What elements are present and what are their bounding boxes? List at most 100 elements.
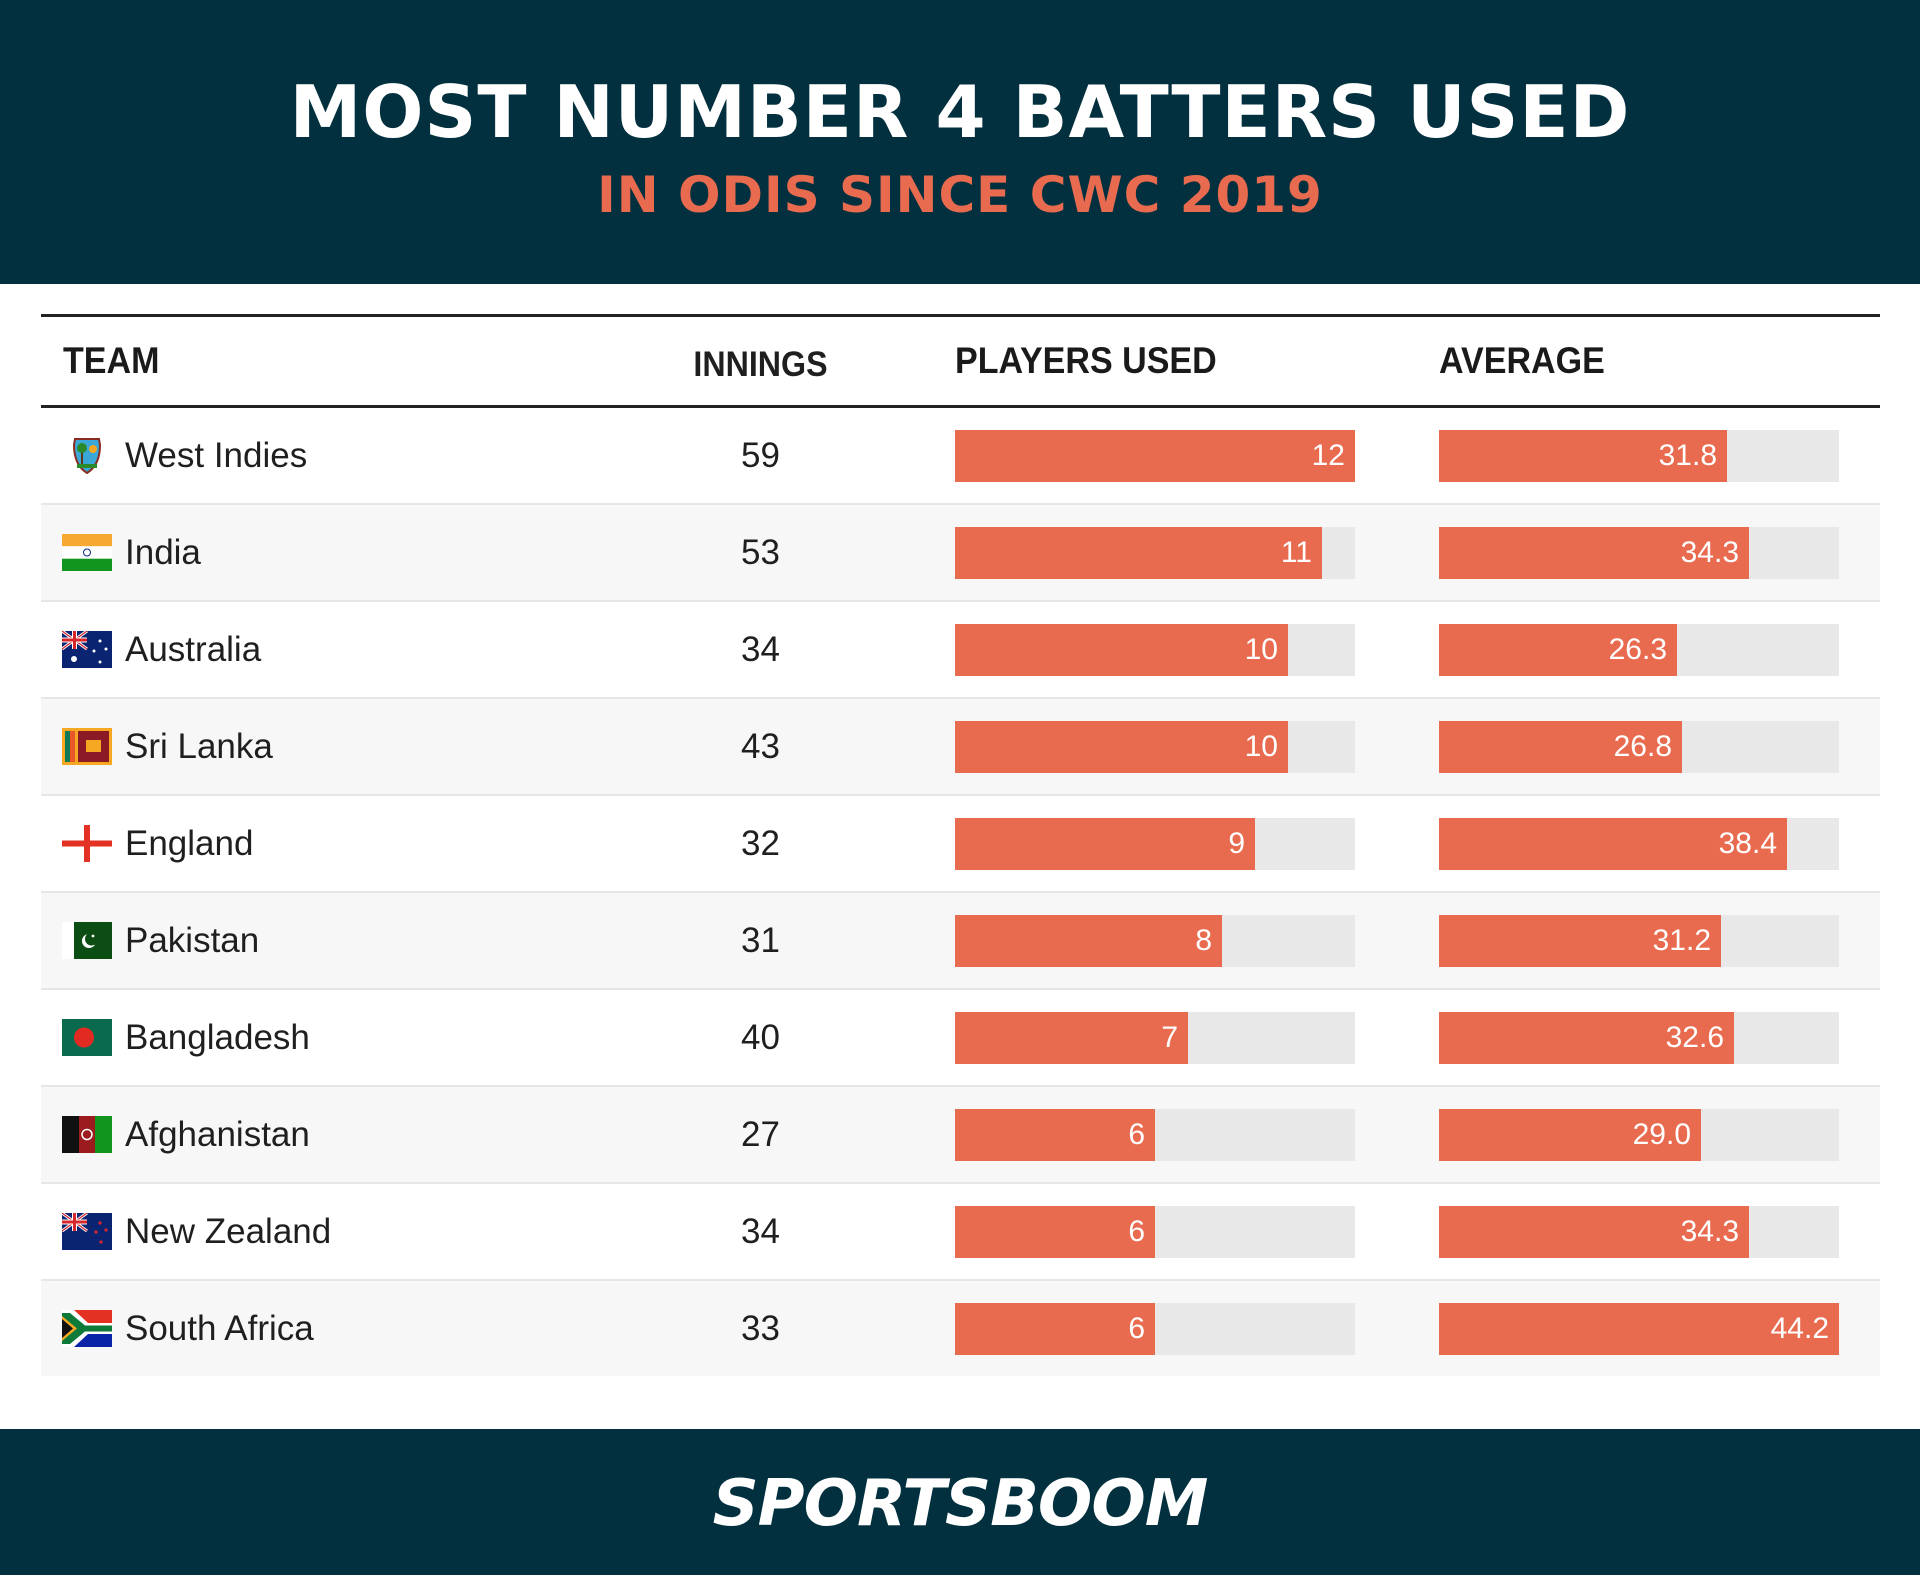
average-value: 31.8 xyxy=(1658,439,1717,472)
average-bar-track: 34.3 xyxy=(1439,527,1839,579)
bangladesh-flag-icon xyxy=(62,1019,112,1056)
average-value: 44.2 xyxy=(1770,1312,1829,1345)
players-used-bar: 8 xyxy=(955,915,1222,967)
average-bar-track: 31.8 xyxy=(1439,430,1839,482)
table-row: India 53 11 34.3 xyxy=(41,505,1880,602)
players-used-bar-track: 12 xyxy=(955,430,1355,482)
average-bar: 34.3 xyxy=(1439,527,1749,579)
team-name-bangladesh: Bangladesh xyxy=(125,1018,310,1057)
average-value: 31.2 xyxy=(1652,924,1711,957)
table-body: West Indies 59 12 31.8 India 53 11 34.3 Australi… xyxy=(41,408,1880,1376)
average-bar-track: 26.8 xyxy=(1439,721,1839,773)
players-used-value: 10 xyxy=(1244,633,1278,666)
average-value: 29.0 xyxy=(1632,1118,1691,1151)
table-row: Sri Lanka 43 10 26.8 xyxy=(41,699,1880,796)
new-zealand-flag-icon xyxy=(62,1213,112,1250)
average-bar: 31.8 xyxy=(1439,430,1727,482)
players-used-value: 6 xyxy=(1128,1215,1145,1248)
england-flag-icon xyxy=(62,825,112,862)
innings-value: 43 xyxy=(741,727,780,766)
players-used-bar: 11 xyxy=(955,527,1322,579)
pakistan-flag-icon xyxy=(62,922,112,959)
average-bar-track: 31.2 xyxy=(1439,915,1839,967)
table-row: England 32 9 38.4 xyxy=(41,796,1880,893)
average-bar: 31.2 xyxy=(1439,915,1721,967)
team-name-india: India xyxy=(125,533,201,572)
innings-value: 34 xyxy=(741,1212,780,1251)
players-used-value: 6 xyxy=(1128,1118,1145,1151)
south-africa-flag-icon xyxy=(62,1310,112,1347)
players-used-bar-track: 11 xyxy=(955,527,1355,579)
team-name-afghanistan: Afghanistan xyxy=(125,1115,310,1154)
page-subtitle: IN ODIS SINCE CWC 2019 xyxy=(597,166,1323,224)
average-value: 34.3 xyxy=(1680,536,1739,569)
team-name-south-africa: South Africa xyxy=(125,1309,314,1348)
average-bar-track: 38.4 xyxy=(1439,818,1839,870)
table-row: Bangladesh 40 7 32.6 xyxy=(41,990,1880,1087)
players-used-bar: 9 xyxy=(955,818,1255,870)
innings-value: 33 xyxy=(741,1309,780,1348)
average-bar: 26.8 xyxy=(1439,721,1682,773)
innings-value: 53 xyxy=(741,533,780,572)
average-value: 26.3 xyxy=(1608,633,1667,666)
column-header-innings: INNINGS xyxy=(693,345,828,384)
innings-value: 27 xyxy=(741,1115,780,1154)
column-header-players-used: PLAYERS USED xyxy=(955,340,1217,381)
column-header-average: AVERAGE xyxy=(1439,340,1605,381)
page-title: MOST NUMBER 4 BATTERS USED xyxy=(289,70,1631,154)
afghanistan-flag-icon xyxy=(62,1116,112,1153)
players-used-bar-track: 6 xyxy=(955,1109,1355,1161)
players-used-bar-track: 10 xyxy=(955,721,1355,773)
players-used-bar-track: 7 xyxy=(955,1012,1355,1064)
average-bar: 44.2 xyxy=(1439,1303,1839,1355)
innings-value: 34 xyxy=(741,630,780,669)
average-bar: 34.3 xyxy=(1439,1206,1749,1258)
players-used-bar: 10 xyxy=(955,721,1288,773)
average-bar: 29.0 xyxy=(1439,1109,1701,1161)
innings-value: 40 xyxy=(741,1018,780,1057)
average-value: 32.6 xyxy=(1665,1021,1724,1054)
players-used-value: 9 xyxy=(1228,827,1245,860)
table-row: Afghanistan 27 6 29.0 xyxy=(41,1087,1880,1184)
table-row: Pakistan 31 8 31.2 xyxy=(41,893,1880,990)
team-name-pakistan: Pakistan xyxy=(125,921,260,960)
team-name-new-zealand: New Zealand xyxy=(125,1212,332,1251)
players-used-bar: 6 xyxy=(955,1109,1155,1161)
players-used-bar-track: 6 xyxy=(955,1303,1355,1355)
players-used-bar: 7 xyxy=(955,1012,1188,1064)
players-used-bar-track: 8 xyxy=(955,915,1355,967)
header-banner: MOST NUMBER 4 BATTERS USED IN ODIS SINCE… xyxy=(0,0,1920,284)
average-value: 26.8 xyxy=(1613,730,1672,763)
average-bar-track: 34.3 xyxy=(1439,1206,1839,1258)
average-value: 34.3 xyxy=(1680,1215,1739,1248)
table-row: New Zealand 34 6 34.3 xyxy=(41,1184,1880,1281)
india-flag-icon xyxy=(62,534,112,571)
average-bar: 32.6 xyxy=(1439,1012,1734,1064)
average-bar: 38.4 xyxy=(1439,818,1787,870)
table-row: South Africa 33 6 44.2 xyxy=(41,1281,1880,1376)
players-used-value: 11 xyxy=(1280,536,1312,569)
average-bar-track: 26.3 xyxy=(1439,624,1839,676)
average-bar-track: 29.0 xyxy=(1439,1109,1839,1161)
players-used-bar-track: 9 xyxy=(955,818,1355,870)
table-row: West Indies 59 12 31.8 xyxy=(41,408,1880,505)
innings-value: 59 xyxy=(741,436,780,475)
innings-value: 31 xyxy=(741,921,780,960)
australia-flag-icon xyxy=(62,631,112,668)
players-used-bar: 12 xyxy=(955,430,1355,482)
players-used-value: 7 xyxy=(1161,1021,1178,1054)
table-header: TEAM INNINGS PLAYERS USED AVERAGE xyxy=(41,317,1880,408)
average-bar-track: 32.6 xyxy=(1439,1012,1839,1064)
team-name-australia: Australia xyxy=(125,630,262,669)
team-name-sri-lanka: Sri Lanka xyxy=(125,727,273,766)
players-used-bar-track: 10 xyxy=(955,624,1355,676)
team-name-west-indies: West Indies xyxy=(125,436,308,475)
players-used-bar-track: 6 xyxy=(955,1206,1355,1258)
innings-value: 32 xyxy=(741,824,780,863)
table-row: Australia 34 10 26.3 xyxy=(41,602,1880,699)
footer-banner: SPORTSBOOM xyxy=(0,1429,1920,1575)
sportsboom-logo: SPORTSBOOM xyxy=(712,1467,1209,1541)
sri-lanka-flag-icon xyxy=(62,728,112,765)
players-used-value: 6 xyxy=(1128,1312,1145,1345)
column-header-team: TEAM xyxy=(63,340,160,381)
